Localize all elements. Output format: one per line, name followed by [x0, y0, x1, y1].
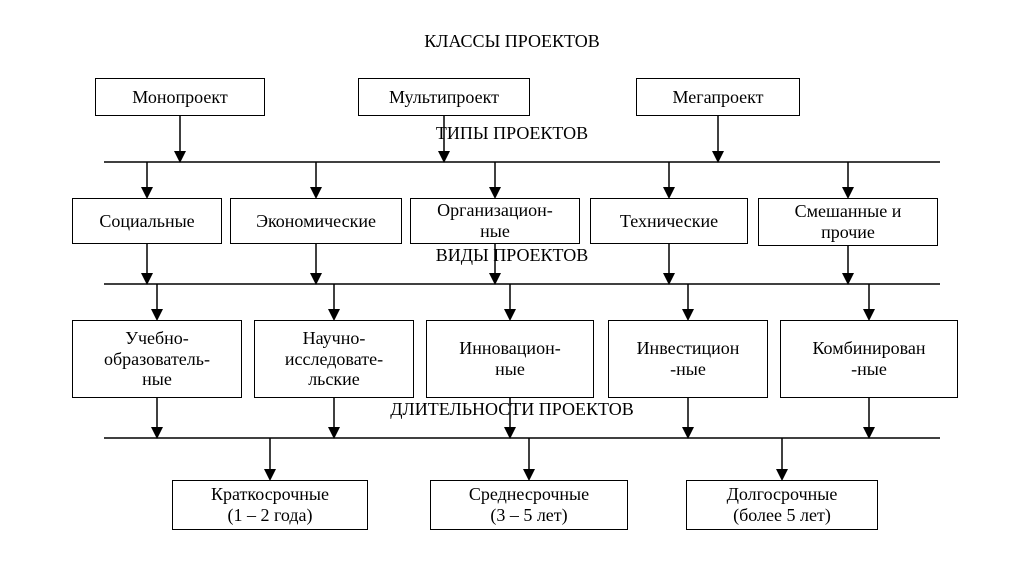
heading-h-kinds: ВИДЫ ПРОЕКТОВ	[436, 245, 588, 266]
node-mega: Мегапроект	[636, 78, 800, 116]
heading-h-classes: КЛАССЫ ПРОЕКТОВ	[424, 31, 600, 52]
heading-h-duration: ДЛИТЕЛЬНОСТИ ПРОЕКТОВ	[390, 399, 634, 420]
node-tech: Технические	[590, 198, 748, 244]
node-multi: Мультипроект	[358, 78, 530, 116]
node-combi: Комбинирован-ные	[780, 320, 958, 398]
heading-h-types: ТИПЫ ПРОЕКТОВ	[436, 123, 588, 144]
node-medium: Среднесрочные(3 – 5 лет)	[430, 480, 628, 530]
node-innov: Инновацион-ные	[426, 320, 594, 398]
node-sci: Научно-исследовате-льские	[254, 320, 414, 398]
node-org: Организацион-ные	[410, 198, 580, 244]
node-econ: Экономические	[230, 198, 402, 244]
node-mono: Монопроект	[95, 78, 265, 116]
project-classification-diagram: КЛАССЫ ПРОЕКТОВ ТИПЫ ПРОЕКТОВ ВИДЫ ПРОЕКТО…	[0, 0, 1024, 574]
node-long: Долгосрочные(более 5 лет)	[686, 480, 878, 530]
node-social: Социальные	[72, 198, 222, 244]
node-short: Краткосрочные(1 – 2 года)	[172, 480, 368, 530]
node-edu: Учебно-образователь-ные	[72, 320, 242, 398]
node-mixed: Смешанные ипрочие	[758, 198, 938, 246]
node-invest: Инвестицион-ные	[608, 320, 768, 398]
